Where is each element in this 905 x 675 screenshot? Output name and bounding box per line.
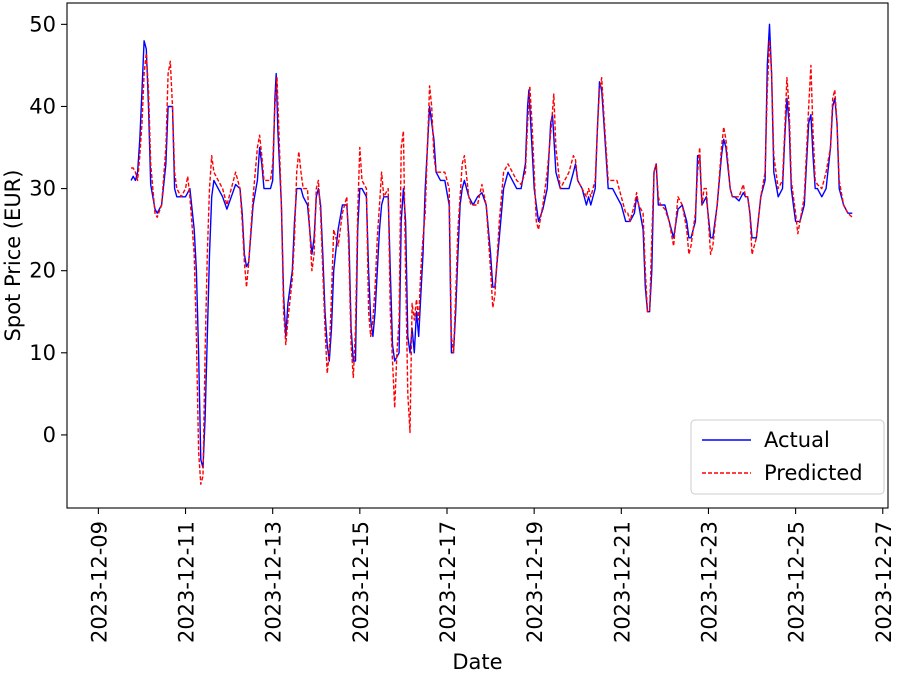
y-tick-label: 40 — [29, 94, 56, 118]
legend-label-predicted: Predicted — [764, 461, 863, 485]
y-tick-label: 30 — [29, 177, 56, 201]
legend: Actual Predicted — [690, 419, 885, 495]
x-axis-label: Date — [452, 650, 502, 674]
x-tick-label: 2023-12-09 — [87, 521, 111, 643]
legend-box — [690, 419, 885, 495]
y-tick-label: 10 — [29, 341, 56, 365]
axes: 0 10 20 30 40 50 2023-12-09 2023-12-11 2023-12-1… — [29, 12, 896, 643]
legend-label-actual: Actual — [764, 428, 830, 452]
y-axis-label: Spot Price (EUR) — [1, 170, 25, 342]
x-tick-label: 2023-12-13 — [262, 521, 286, 643]
x-tick-label: 2023-12-11 — [175, 521, 199, 643]
x-tick-label: 2023-12-25 — [785, 521, 809, 643]
x-tick-label: 2023-12-19 — [523, 521, 547, 643]
y-tick-label: 0 — [43, 423, 56, 447]
series-layer — [130, 23, 853, 485]
x-tick-label: 2023-12-27 — [872, 521, 896, 643]
x-tick-label: 2023-12-17 — [436, 521, 460, 643]
x-tick-label: 2023-12-23 — [697, 521, 721, 643]
x-tick-label: 2023-12-15 — [349, 521, 373, 643]
x-tick-label: 2023-12-21 — [610, 521, 634, 643]
series-line-predicted — [131, 40, 853, 485]
y-tick-label: 50 — [29, 12, 56, 36]
y-tick-label: 20 — [29, 259, 56, 283]
